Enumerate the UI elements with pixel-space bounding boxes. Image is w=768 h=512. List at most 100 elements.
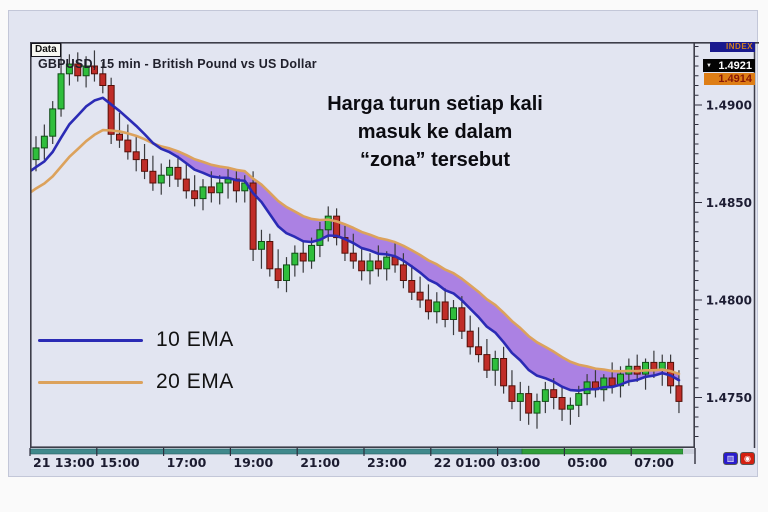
candle-up — [283, 264, 290, 281]
legend-row-ema10: 10 EMA — [38, 328, 234, 351]
candles-layer — [32, 42, 683, 429]
candle-down — [608, 377, 616, 387]
price-badge-secondary: 1.4914 — [704, 73, 755, 85]
candle-up — [199, 186, 207, 200]
candle-down — [107, 85, 115, 135]
ema-zone-layer — [161, 146, 679, 391]
candle-down — [525, 393, 533, 414]
candle-down — [408, 280, 416, 293]
time-label: 03:00 — [501, 455, 541, 470]
record-red-button[interactable]: ◉ — [740, 452, 755, 465]
annotation-line-3: “zona” tersebut — [359, 149, 511, 171]
time-axis: 21 13:00 15:00 17:00 19:00 21:00 23:00 22 01:0… — [29, 448, 696, 470]
candle-up — [642, 361, 650, 375]
candle-down — [124, 139, 132, 153]
ema-zone — [161, 146, 679, 391]
candle-down — [90, 65, 98, 75]
annotation-text: Harga turun setiap kali masuk ke dalam “… — [250, 90, 620, 174]
candle-up — [32, 147, 40, 161]
candle-down — [99, 73, 107, 86]
candle-down — [675, 385, 683, 402]
candle-up — [583, 381, 591, 395]
candle-down — [266, 241, 274, 270]
candle-up — [600, 377, 608, 391]
time-label: 19:00 — [233, 455, 273, 470]
candle-up — [516, 393, 524, 402]
candle-down — [399, 264, 407, 281]
candle-up — [82, 65, 90, 77]
ema-legend: 10 EMA 20 EMA — [38, 328, 234, 413]
candle-up — [575, 393, 583, 406]
annotation-line-1: Harga turun setiap kali — [327, 93, 543, 115]
candle-down — [333, 215, 341, 239]
ema20-line — [30, 128, 681, 376]
candle-up — [166, 166, 174, 176]
price-badge-primary: ▼ 1.4921 — [703, 59, 755, 72]
candle-up — [257, 241, 265, 250]
price-label: 1.4900 — [706, 99, 752, 113]
price-label: 1.4850 — [706, 196, 752, 210]
candle-down — [74, 63, 82, 77]
price-axis: 1.4900 1.4850 1.4800 1.4750 — [695, 42, 759, 448]
plot-border — [30, 42, 695, 448]
candle-up — [65, 63, 73, 75]
candle-down — [500, 358, 508, 387]
candle-up — [57, 73, 65, 110]
candle-up — [308, 244, 316, 262]
candle-up — [533, 400, 541, 414]
time-label: 21:00 — [300, 455, 340, 470]
candle-up — [291, 252, 299, 266]
data-tab[interactable]: Data — [31, 43, 61, 57]
candle-down — [182, 178, 190, 192]
time-label: 21 13:00 — [33, 455, 95, 470]
candle-down — [475, 346, 483, 356]
candle-down — [483, 354, 491, 371]
price-chart-plot[interactable] — [30, 42, 695, 448]
candle-down — [116, 133, 123, 141]
candle-down — [358, 260, 366, 272]
candle-down — [149, 170, 157, 184]
annotation-line-2: masuk ke dalam — [357, 121, 513, 143]
candle-down — [374, 260, 382, 270]
candle-down — [191, 190, 199, 200]
scrollbar-right-segment[interactable] — [521, 448, 684, 455]
time-label: 23:00 — [367, 455, 407, 470]
candle-down — [558, 397, 566, 410]
candle-down — [424, 299, 432, 313]
ema10-line — [30, 96, 681, 393]
time-label: 17:00 — [167, 455, 207, 470]
candle-down — [416, 291, 424, 301]
candle-up — [491, 358, 499, 371]
time-label: 15:00 — [100, 455, 140, 470]
time-label: 22 01:00 — [434, 455, 496, 470]
candle-up — [324, 215, 332, 231]
candle-down — [132, 151, 140, 161]
candle-down — [207, 186, 215, 194]
candle-down — [441, 301, 449, 321]
scrollbar-left-segment[interactable] — [29, 448, 523, 455]
grid-blue-button[interactable]: ▥ — [723, 452, 738, 465]
candle-down — [141, 159, 149, 172]
time-label: 07:00 — [634, 455, 674, 470]
candle-down — [274, 268, 282, 282]
candle-up — [450, 307, 457, 320]
ema20-label: 20 EMA — [156, 370, 234, 393]
time-label: 05:00 — [567, 455, 607, 470]
price-pointer-icon: ▼ — [706, 62, 712, 69]
candle-up — [40, 135, 48, 149]
candle-up — [383, 256, 391, 270]
candle-down — [550, 389, 558, 399]
index-badge: INDEX — [710, 42, 755, 52]
scrollbar-track-end[interactable] — [683, 449, 695, 454]
candle-up — [157, 174, 165, 184]
ema10-line-sample — [38, 338, 143, 342]
ema20-line-sample — [38, 380, 143, 384]
candle-down — [249, 182, 257, 250]
candle-down — [458, 307, 466, 332]
chart-title: GBPUSD, 15 min - British Pound vs US Dol… — [38, 57, 317, 71]
candle-down — [508, 385, 516, 402]
candle-down — [349, 252, 357, 262]
ema-lines-layer — [30, 96, 681, 393]
candle-down — [174, 166, 182, 180]
